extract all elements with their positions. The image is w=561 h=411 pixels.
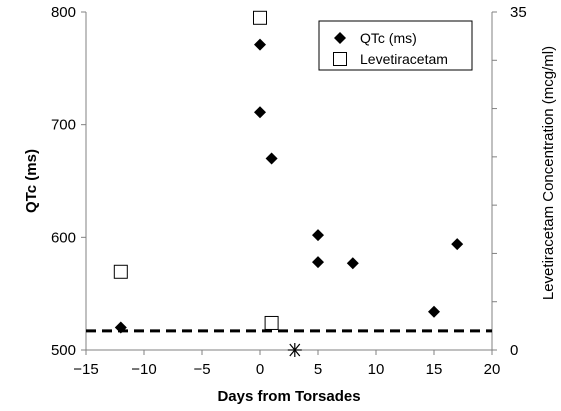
qtc-point [114, 321, 127, 334]
x-axis-title: Days from Torsades [217, 388, 360, 405]
qtc-point [346, 257, 359, 270]
legend: QTc (ms) Levetiracetam [318, 20, 473, 71]
y-tick-label: 800 [51, 4, 76, 21]
qtc-point [254, 38, 266, 51]
levetiracetam-point [253, 10, 267, 25]
data-marks [86, 10, 492, 357]
legend-qtc-marker [334, 32, 346, 44]
x-tick-label: 0 [256, 361, 264, 378]
levetiracetam-point [113, 264, 128, 279]
x-tick-label: 20 [484, 361, 501, 378]
x-tick-label: −15 [73, 361, 98, 378]
x-tick-label: 15 [426, 361, 443, 378]
y-tick-label: 600 [51, 229, 76, 246]
qtc-point [265, 152, 278, 165]
y2-axis-title: Levetiracetam Concentration (mcg/ml) [540, 46, 557, 300]
y-tick-label: 700 [51, 117, 76, 134]
x-tick-label: 10 [368, 361, 385, 378]
legend-label-0: QTc (ms) [360, 30, 417, 46]
x-tick-label: −10 [131, 361, 156, 378]
y2-tick-label: 35 [510, 4, 527, 21]
qtc-point [312, 229, 324, 242]
qtc-point [451, 238, 464, 251]
event-marker [287, 343, 302, 357]
qtc-point [254, 106, 266, 119]
x-tick-label: 5 [314, 361, 322, 378]
qtc-point [428, 305, 440, 318]
y-axis-title: QTc (ms) [23, 149, 40, 213]
legend-levetiracetam-marker [333, 52, 347, 66]
legend-label-1: Levetiracetam [360, 51, 448, 67]
qtc-point [312, 256, 324, 269]
y-tick-label: 500 [51, 342, 76, 359]
x-tick-label: −5 [193, 361, 210, 378]
axes: −15 −10 −5 0 5 10 15 20 500 600 700 800 0 35 Days from… [23, 4, 557, 405]
levetiracetam-point [264, 315, 279, 330]
y2-tick-label: 0 [510, 342, 518, 359]
